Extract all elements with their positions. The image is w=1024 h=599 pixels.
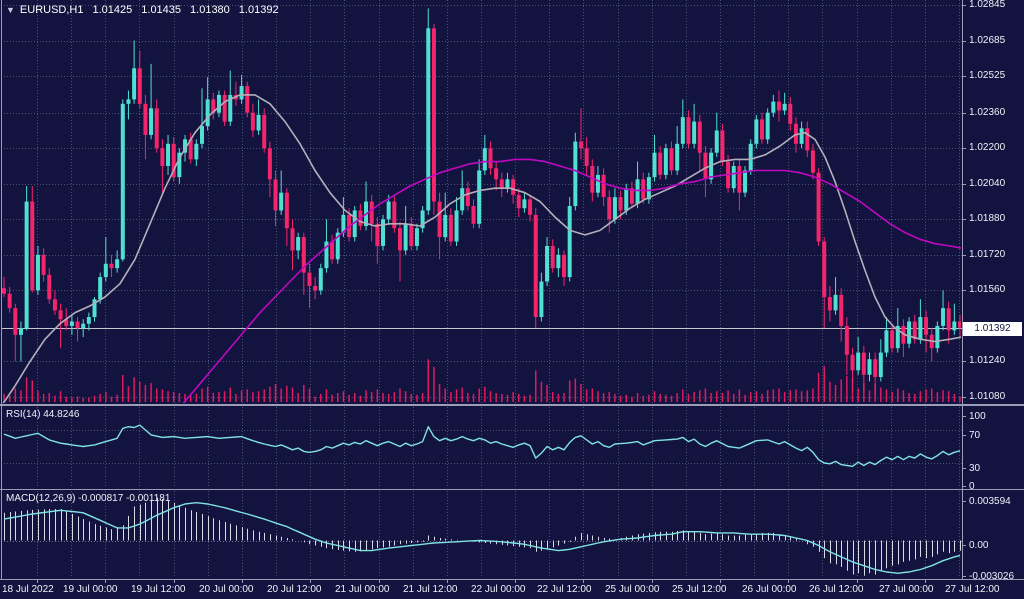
indicator-scale-label: 0.003594 (969, 496, 1011, 507)
macd-signal-line (3, 502, 961, 574)
time-axis-label: 19 Jul 00:00 (63, 584, 118, 595)
price-scale-label: 1.01720 (969, 249, 1006, 260)
macd-main-value: -0.000817 (78, 493, 124, 504)
price-scale-label: 1.02040 (969, 178, 1006, 189)
ohlc-open: 1.01425 (92, 4, 133, 16)
price-scale-label: 1.01560 (969, 284, 1006, 295)
rsi-current-value: 44.8246 (43, 409, 80, 420)
price-scale-label: 1.01080 (969, 391, 1006, 402)
indicator-scale-label: 0 (969, 481, 975, 492)
price-scale-label: 1.01880 (969, 213, 1006, 224)
macd-signal-value: -0.001181 (126, 493, 171, 504)
time-axis-label: 19 Jul 12:00 (131, 584, 186, 595)
price-scale-label: 1.02360 (969, 107, 1006, 118)
ohlc-close: 1.01392 (238, 4, 279, 16)
price-scale-label: 1.02525 (969, 70, 1006, 81)
pane-borders (0, 0, 1024, 583)
price-scale-label: 1.01240 (969, 355, 1006, 366)
time-axis-label: 25 Jul 12:00 (672, 584, 727, 595)
indicator-scale-label: 100 (969, 411, 986, 422)
time-axis-label: 25 Jul 00:00 (605, 584, 660, 595)
indicator-scale-label: 30 (969, 463, 981, 474)
price-scale-label: 1.02685 (969, 35, 1006, 46)
chart-grid (1, 0, 962, 578)
macd-name: MACD(12,26,9) (6, 493, 76, 504)
symbol-dropdown-icon[interactable]: ▼ (6, 5, 15, 15)
time-axis-label: 26 Jul 00:00 (742, 584, 797, 595)
time-axis-label: 21 Jul 12:00 (403, 584, 458, 595)
time-axis-label: 20 Jul 12:00 (267, 584, 322, 595)
macd-indicator-label: MACD(12,26,9) -0.000817 -0.001181 (6, 493, 170, 505)
candlesticks (2, 8, 961, 395)
ma-fast-line (2, 94, 961, 403)
rsi-indicator-label: RSI(14) 44.8246 (6, 409, 79, 421)
time-axis-label: 22 Jul 00:00 (471, 584, 526, 595)
time-axis-label: 21 Jul 00:00 (335, 584, 390, 595)
chart-header: ▼ EURUSD,H1 1.01425 1.01435 1.01380 1.01392 (6, 4, 279, 16)
ma-slow-line (182, 158, 961, 403)
volume-bars (3, 359, 961, 402)
price-scale-label: 1.02200 (969, 142, 1006, 153)
time-axis-label: 20 Jul 00:00 (199, 584, 254, 595)
time-axis-label: 22 Jul 12:00 (537, 584, 592, 595)
indicator-scale-label: -0.003026 (969, 571, 1015, 582)
current-price-label: 1.01392 (963, 321, 1022, 336)
rsi-line (3, 424, 961, 467)
time-axis-label: 26 Jul 12:00 (809, 584, 864, 595)
ohlc-low: 1.01380 (190, 4, 230, 16)
time-axis-label: 27 Jul 12:00 (945, 584, 1000, 595)
indicator-scale-label: 70 (969, 430, 981, 441)
ohlc-high: 1.01435 (141, 4, 182, 16)
indicator-scale-label: 0.00 (969, 540, 989, 551)
time-axis-label: 27 Jul 00:00 (879, 584, 934, 595)
time-axis-label: 18 Jul 2022 (2, 584, 54, 595)
price-scale-label: 1.02845 (969, 0, 1006, 10)
rsi-name: RSI(14) (6, 409, 41, 420)
symbol-title: EURUSD,H1 (19, 4, 84, 16)
